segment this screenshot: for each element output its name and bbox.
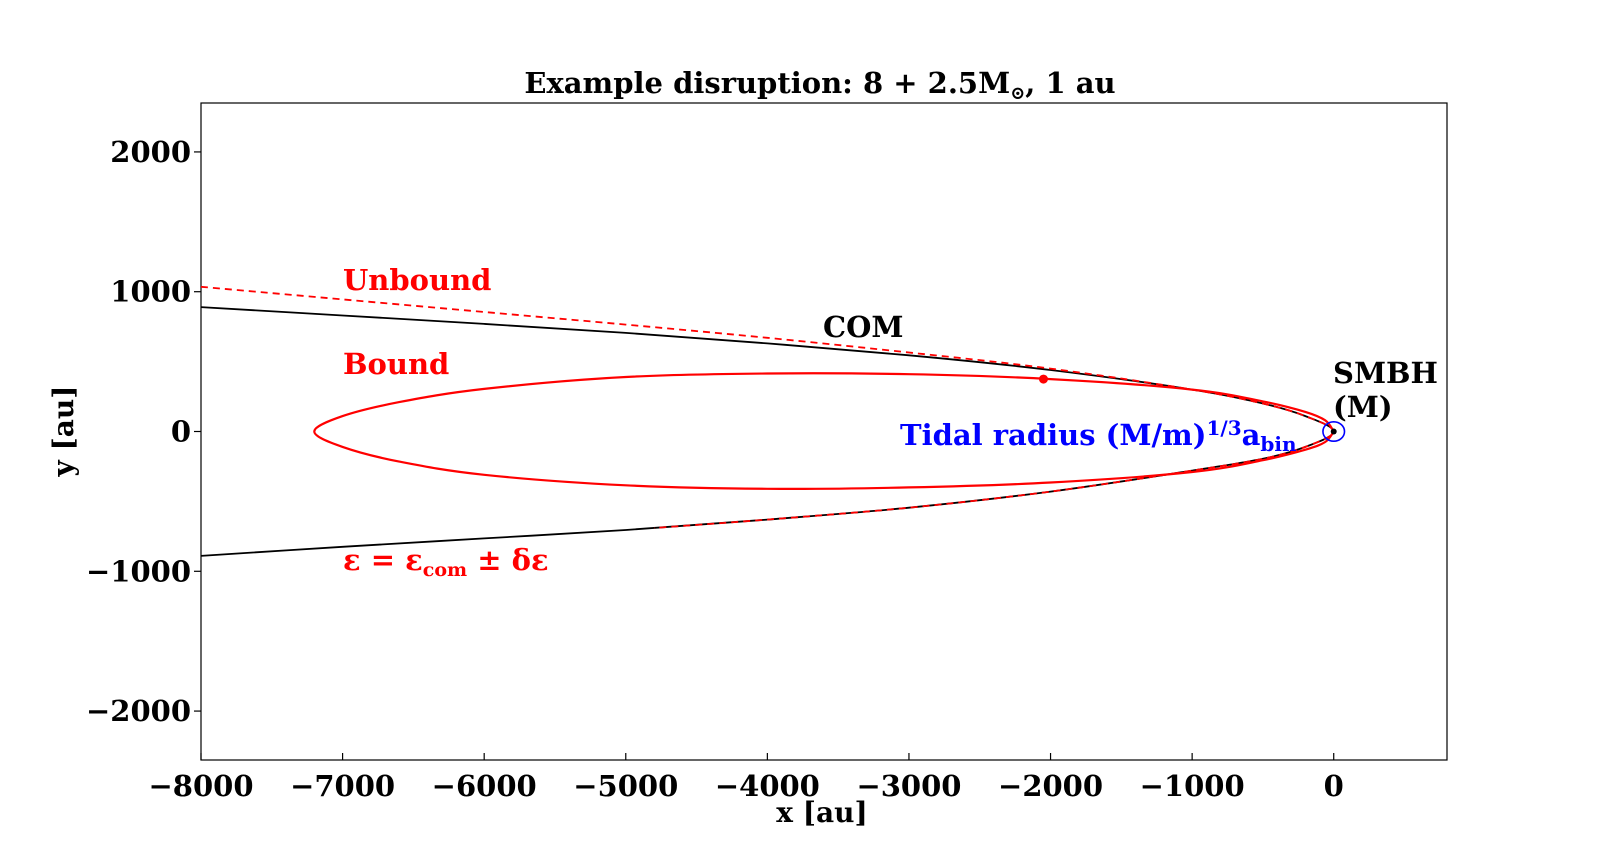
energy-label-main: ε = ε [343, 543, 423, 577]
tidal-radius-a: a [1242, 418, 1261, 452]
series-bound-line [313, 372, 1335, 491]
tidal-radius-exponent: 1/3 [1206, 416, 1241, 440]
y-tick-label: −1000 [86, 554, 191, 588]
bound-star-marker [1038, 374, 1048, 384]
y-tick-label: 0 [171, 415, 191, 449]
smbh-marker [1330, 428, 1337, 435]
smbh-label-line1: SMBH [1333, 356, 1438, 390]
energy-label-tail: ± δε [467, 543, 548, 577]
tick-layer: −8000 −7000 −6000 −5000 −4000 −3000 −2000 −1000… [86, 135, 1344, 803]
chart-title: Example disruption: 8 + 2.5M⊙, 1 au [524, 66, 1115, 104]
x-tick-label: −8000 [148, 769, 253, 803]
tidal-radius-subscript: bin [1260, 432, 1297, 456]
com-label: COM [823, 310, 903, 344]
y-axis-title: y [au] [47, 385, 80, 477]
y-tick-label: −2000 [86, 694, 191, 728]
x-axis-title: x [au] [776, 796, 867, 829]
x-tick-label: −4000 [715, 769, 820, 803]
x-tick-label: −1000 [1140, 769, 1245, 803]
energy-label: ε = εcom ± δε [343, 543, 549, 581]
x-tick-label: −3000 [856, 769, 961, 803]
x-tick-label: −5000 [573, 769, 678, 803]
x-tick-label: −2000 [998, 769, 1103, 803]
chart-title-sun-symbol: ⊙ [1010, 83, 1025, 104]
energy-label-subscript: com [423, 559, 467, 581]
bound-label: Bound [343, 347, 449, 381]
x-tick-label: −7000 [290, 769, 395, 803]
series-unbound-line [200, 285, 1335, 529]
chart-title-main: Example disruption: 8 + 2.5M [524, 66, 1010, 100]
tidal-radius-main: Tidal radius (M/m) [900, 418, 1206, 452]
y-tick-label: 2000 [110, 135, 191, 169]
chart-title-tail: , 1 au [1025, 66, 1115, 100]
marker-layer [1038, 374, 1346, 442]
unbound-label: Unbound [343, 263, 491, 297]
x-tick-label: 0 [1324, 769, 1344, 803]
tidal-radius-label: Tidal radius (M/m)1/3abin [900, 416, 1297, 456]
smbh-label-line2: (M) [1333, 390, 1393, 424]
y-tick-label: 1000 [110, 275, 191, 309]
tidal-radius-circle [1322, 421, 1346, 442]
x-tick-label: −6000 [432, 769, 537, 803]
